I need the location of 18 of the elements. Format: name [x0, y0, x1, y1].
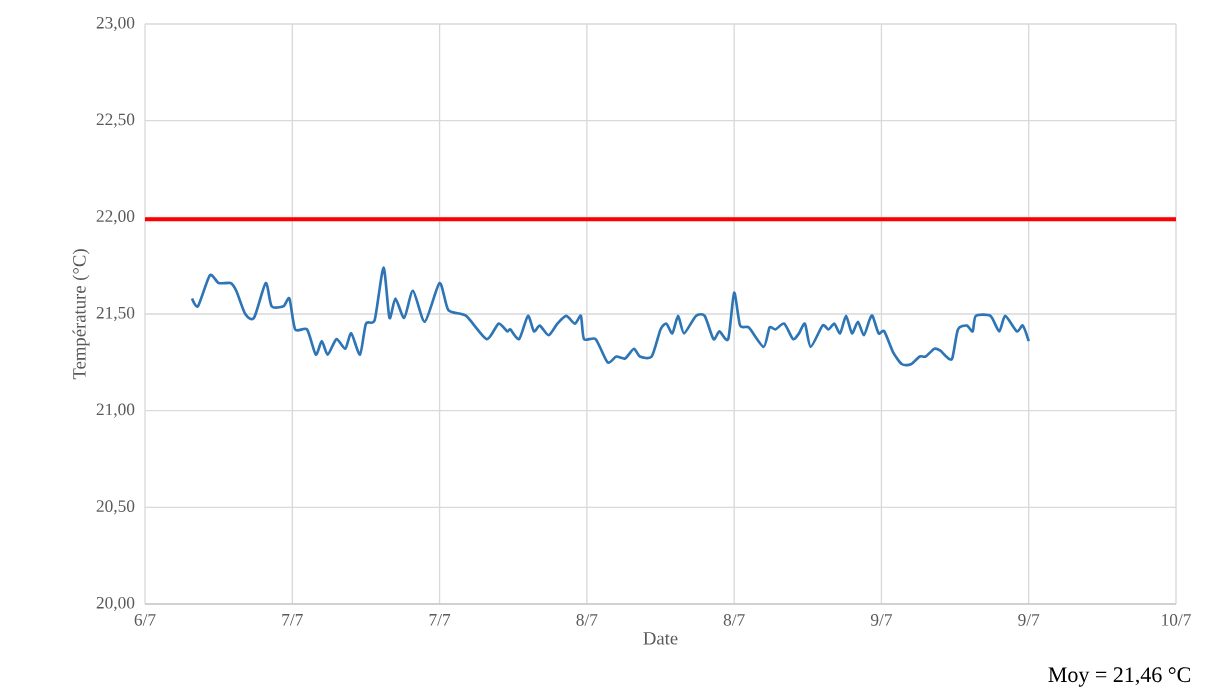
- x-tick-label: 6/7: [134, 614, 156, 626]
- y-axis-title: Température (°C): [72, 249, 90, 380]
- y-tick-label: 21,00: [96, 403, 135, 418]
- y-tick-label: 21,50: [96, 306, 135, 322]
- x-tick-label: 7/7: [429, 614, 451, 626]
- x-tick-label: 9/7: [870, 614, 893, 626]
- x-tick-label: 8/7: [723, 614, 745, 626]
- x-tick-label: 9/7: [1018, 614, 1040, 626]
- y-tick-label: 20,50: [96, 500, 135, 515]
- y-tick-label: 22,50: [96, 113, 135, 128]
- x-axis-title: Date: [643, 632, 678, 645]
- text: Moy = 21,46 °C: [1048, 667, 1191, 687]
- y-tick-label: 23,00: [96, 16, 135, 32]
- y-tick-label: 22,00: [96, 210, 135, 225]
- y-tick-label: 20,00: [96, 596, 135, 612]
- x-tick-label: 10/7: [1162, 614, 1191, 626]
- x-tick-label: 7/7: [282, 614, 303, 626]
- x-tick-label: 8/7: [576, 614, 598, 626]
